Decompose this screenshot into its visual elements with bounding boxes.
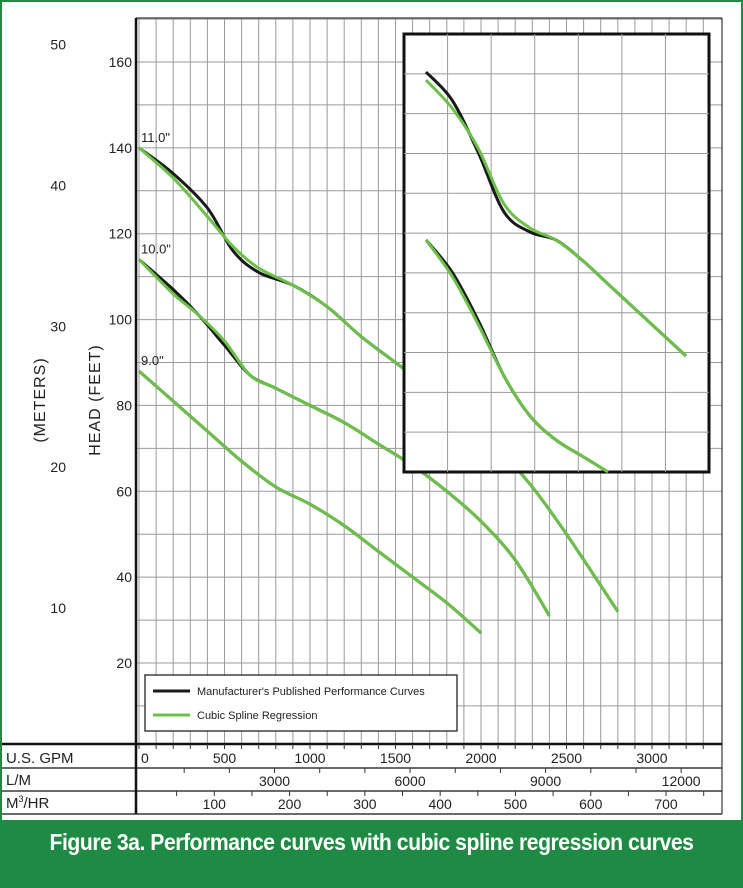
inset-regression-curve-0 [424,78,688,358]
regression-curve-1 [137,258,551,617]
meters-tick-label: 30 [50,318,66,334]
m3hr-tick-label: 200 [278,796,302,812]
legend-entry-1: Cubic Spline Regression [197,710,317,722]
x-tick-label: 1500 [380,750,411,766]
row-label-m3hr: M3/HR [6,794,50,812]
legend: Manufacturer's Published Performance Cur… [144,674,458,732]
y-tick-label: 160 [109,54,133,70]
y-tick-label: 120 [109,226,133,242]
m3hr-tick-label: 600 [579,796,603,812]
row-label-m3hr-tail: /HR [24,795,50,812]
y-tick-label: 20 [116,655,132,671]
meters-tick-label: 40 [50,177,66,193]
curve-label-0: 11.0" [141,130,170,145]
lpm-tick-label: 9000 [530,773,561,789]
m3hr-tick-label: 700 [654,796,678,812]
m3hr-tick-label: 300 [353,796,377,812]
curve-label-1: 10.0" [141,241,171,256]
legend-entry-0: Manufacturer's Published Performance Cur… [197,686,425,698]
row-label-m3hr-sup: 3 [19,794,24,804]
m3hr-tick-label: 400 [428,796,452,812]
y-tick-label: 140 [109,140,133,156]
inset-regression-curve-1 [424,239,609,474]
inset-box [402,32,711,474]
meters-tick-label: 10 [50,600,66,616]
lpm-tick-label: 3000 [259,773,290,789]
inset-zoom [402,32,711,474]
row-label-m3hr-base: M [6,795,19,812]
y-tick-label: 100 [109,312,133,328]
performance-curves: 11.0" 10.0" 9.0" [137,130,620,635]
row-label-lpm: L/M [6,772,31,789]
y-tick-label: 60 [116,483,132,499]
x-tick-label: 1000 [294,750,325,766]
regression-curve-2 [138,369,483,635]
legend-box [144,674,458,732]
axes [2,17,723,815]
x-tick-label: 2500 [551,750,582,766]
x-tick-label: 3000 [636,750,667,766]
figure-caption: Figure 3a. Performance curves with cubic… [49,829,694,855]
row-label-gpm: U.S. GPM [6,750,74,767]
curve-label-2: 9.0" [141,353,164,368]
meters-tick-label: 50 [50,37,66,53]
x-tick-label: 500 [213,750,237,766]
lpm-tick-label: 6000 [394,773,425,789]
y-axis-label-meters: (METERS) [32,357,49,442]
y-tick-label: 40 [116,569,132,585]
x-tick-label: 2000 [465,750,496,766]
y-axis-label-feet: HEAD (FEET) [87,344,104,455]
m3hr-tick-label: 100 [203,796,227,812]
meters-tick-label: 20 [50,459,66,475]
y-tick-label: 80 [116,397,132,413]
regression-curve-0 [138,146,620,613]
lpm-tick-label: 12000 [662,773,701,789]
caption-bar [0,820,743,888]
x-tick-label: 0 [141,750,149,766]
m3hr-tick-label: 500 [504,796,528,812]
